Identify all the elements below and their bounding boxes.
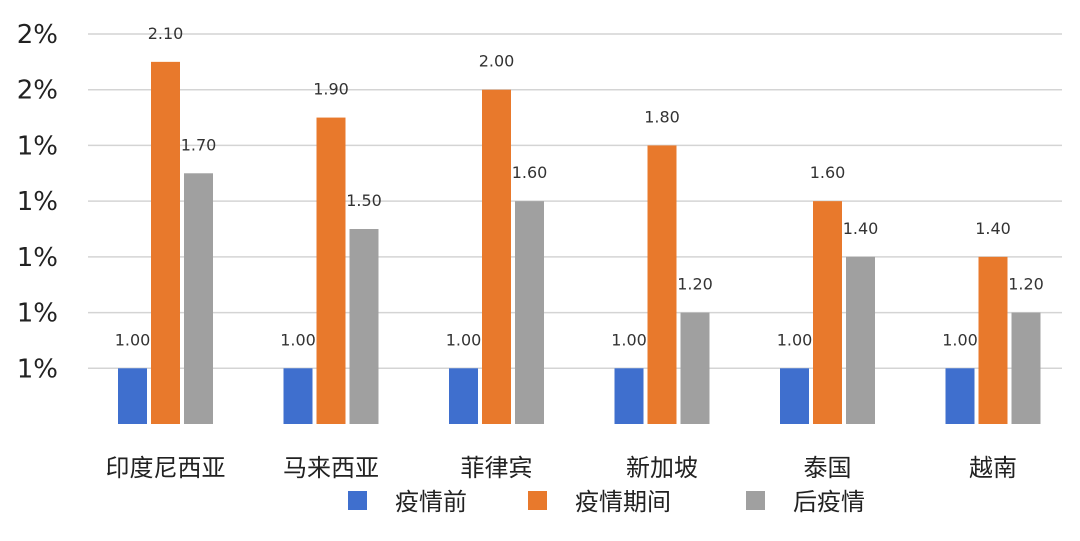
bar xyxy=(449,368,478,424)
bar xyxy=(349,229,379,424)
y-tick-label: 1% xyxy=(17,243,58,273)
y-tick-label: 1% xyxy=(17,354,58,384)
data-label: 2.00 xyxy=(479,52,515,71)
legend-label: 疫情期间 xyxy=(575,488,671,516)
bar xyxy=(316,117,346,425)
data-label: 1.90 xyxy=(313,80,349,99)
category-label: 泰国 xyxy=(804,454,852,482)
bar xyxy=(1011,312,1041,424)
category-label: 菲律宾 xyxy=(461,454,533,482)
data-label: 1.00 xyxy=(446,330,482,349)
data-label: 1.60 xyxy=(810,163,846,182)
data-label: 1.20 xyxy=(677,275,713,294)
bar xyxy=(118,368,147,424)
data-label: 1.00 xyxy=(777,330,813,349)
y-tick-label: 1% xyxy=(17,299,58,329)
legend: 疫情前 疫情期间 后疫情 xyxy=(348,488,865,516)
bar xyxy=(614,368,644,424)
data-label: 1.60 xyxy=(512,163,548,182)
bar xyxy=(184,173,213,424)
bar xyxy=(482,89,511,424)
legend-label: 疫情前 xyxy=(395,488,467,516)
bar xyxy=(945,368,975,424)
data-label: 1.00 xyxy=(942,330,978,349)
data-label: 2.10 xyxy=(148,24,184,43)
data-label: 1.20 xyxy=(1008,275,1044,294)
bar xyxy=(151,61,180,424)
bar xyxy=(978,256,1008,424)
x-axis-category-labels: 印度尼西亚 马来西亚 菲律宾 新加坡 泰国 越南 xyxy=(106,454,1018,482)
category-label: 马来西亚 xyxy=(283,454,379,482)
legend-swatch xyxy=(348,491,367,510)
bar xyxy=(515,201,544,424)
bar xyxy=(813,201,842,424)
data-label: 1.80 xyxy=(644,107,680,126)
bar xyxy=(647,145,677,424)
gridlines xyxy=(88,33,1062,370)
legend-swatch xyxy=(528,491,547,510)
legend-swatch xyxy=(746,491,765,510)
data-label: 1.00 xyxy=(115,330,151,349)
data-label: 1.50 xyxy=(346,191,382,210)
y-tick-label: 1% xyxy=(17,187,58,217)
legend-label: 后疫情 xyxy=(793,488,865,516)
data-label: 1.00 xyxy=(280,330,316,349)
data-label: 1.70 xyxy=(181,135,217,154)
category-label: 越南 xyxy=(969,454,1017,482)
category-label: 新加坡 xyxy=(626,454,698,482)
data-label: 1.40 xyxy=(843,219,879,238)
bar xyxy=(680,312,710,424)
bar xyxy=(780,368,809,424)
data-label: 1.00 xyxy=(611,330,647,349)
y-axis-ticks: 1% 1% 1% 1% 1% 2% 2% xyxy=(17,20,58,384)
data-label: 1.40 xyxy=(975,219,1011,238)
y-tick-label: 2% xyxy=(17,20,58,50)
data-labels: 1.00 2.10 1.70 1.00 1.90 1.50 1.00 2.00 1.60 1.00… xyxy=(115,24,1044,349)
y-tick-label: 2% xyxy=(17,76,58,106)
category-label: 印度尼西亚 xyxy=(106,454,226,482)
bar xyxy=(283,368,313,424)
bars xyxy=(118,61,1041,425)
y-tick-label: 1% xyxy=(17,131,58,161)
bar xyxy=(846,256,875,424)
